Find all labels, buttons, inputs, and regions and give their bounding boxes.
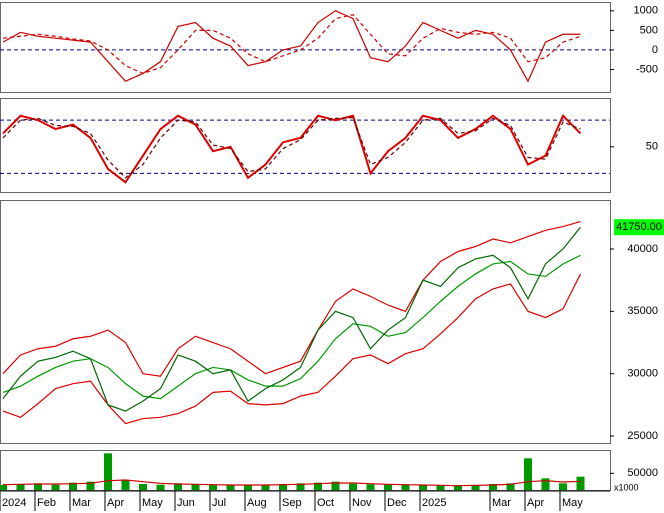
volume-bar: [419, 485, 427, 490]
volume-bar: [209, 485, 217, 490]
volume-bar: [454, 486, 462, 490]
series-line: [2, 116, 581, 179]
series-line: [2, 226, 581, 412]
last-price-label: 41750.00: [616, 221, 662, 233]
x-tick-label: Oct: [317, 497, 334, 509]
x-tick-label: Apr: [527, 497, 544, 509]
y-tick-label: 35000: [627, 305, 658, 317]
volume-bar: [331, 481, 340, 490]
panel-frame: [0, 98, 611, 193]
x-tick-label: Dec: [387, 497, 407, 509]
x-tick-label: Jul: [212, 497, 226, 509]
volume-bar: [51, 484, 60, 490]
x-tick-label: Sep: [282, 497, 302, 509]
volume-bar: [244, 484, 252, 490]
series-line: [2, 220, 581, 377]
y-tick-label: 1000: [634, 5, 658, 17]
series-line: [2, 479, 581, 487]
y-tick-label: 50: [646, 141, 658, 153]
x-tick-label: Feb: [37, 497, 56, 509]
volume-bar: [559, 483, 567, 490]
x-tick-label: Nov: [352, 497, 372, 509]
volume-bar: [0, 485, 7, 490]
x-tick-label: 2025: [422, 497, 446, 509]
y-tick-label: -500: [636, 63, 658, 75]
volume-bar: [191, 484, 200, 490]
volume-bar: [261, 485, 270, 490]
series-line: [2, 113, 582, 184]
x-tick-label: Mar: [492, 497, 511, 509]
volume-bar: [104, 453, 112, 490]
volume-bar: [506, 483, 515, 490]
x-tick-label: Mar: [72, 497, 91, 509]
x-tick-label: Aug: [247, 497, 267, 509]
volume-bar: [174, 483, 182, 490]
volume-bar: [156, 484, 165, 490]
volume-bar: [16, 484, 25, 490]
volume-bar: [86, 481, 95, 490]
unit-label: x1000: [614, 482, 639, 492]
series-line: [2, 254, 581, 400]
volume-bar: [489, 484, 497, 490]
volume-bar: [34, 483, 42, 490]
volume-bar: [576, 476, 585, 490]
volume-bar: [139, 484, 147, 490]
volume-bar: [366, 484, 375, 490]
panel-frame: [0, 200, 611, 444]
volume-bar: [349, 483, 357, 490]
panel-frame: [0, 2, 611, 93]
volume-bar: [226, 485, 235, 490]
x-tick-label: 2024: [2, 497, 26, 509]
y-tick-label: 40000: [627, 243, 658, 255]
y-tick-label: 50000: [627, 467, 658, 479]
y-tick-label: 30000: [627, 368, 658, 380]
volume-bar: [314, 482, 322, 490]
volume-bar: [436, 485, 445, 490]
series-line: [2, 273, 582, 425]
volume-bar: [471, 485, 480, 490]
volume-bar: [401, 485, 410, 490]
volume-bar: [121, 480, 130, 490]
volume-bar: [384, 484, 392, 490]
volume-bar: [279, 484, 287, 490]
volume-bar: [69, 482, 77, 490]
x-tick-label: May: [142, 497, 163, 509]
last-price-box: [614, 219, 664, 236]
x-tick-label: May: [562, 497, 583, 509]
volume-bar: [296, 483, 305, 490]
y-tick-label: 0: [652, 44, 658, 56]
series-line: [2, 10, 581, 83]
volume-bar: [524, 458, 532, 490]
y-tick-label: 25000: [627, 430, 658, 442]
x-tick-label: Apr: [107, 497, 124, 509]
x-tick-label: Jun: [177, 497, 195, 509]
volume-bar: [541, 478, 550, 490]
y-tick-label: 500: [640, 24, 658, 36]
series-line: [2, 14, 581, 75]
